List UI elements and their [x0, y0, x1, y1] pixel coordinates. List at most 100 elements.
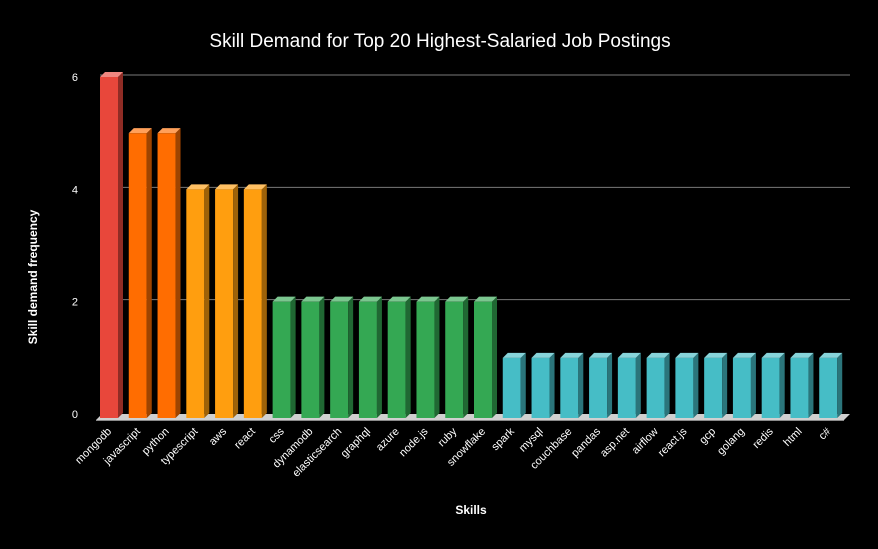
bar-side	[750, 352, 756, 418]
bar-top	[157, 128, 181, 134]
bar	[474, 296, 497, 418]
bar-side	[118, 72, 123, 418]
bar-front	[761, 357, 780, 418]
bar	[416, 296, 440, 418]
bar-side	[319, 296, 325, 418]
bar-front	[589, 357, 608, 418]
bar	[732, 352, 756, 418]
bar	[215, 184, 239, 418]
bar-top	[186, 184, 210, 190]
x-axis-label: Skills	[455, 503, 487, 517]
bar	[243, 184, 267, 418]
y-tick-label: 6	[72, 72, 78, 84]
bar-side	[693, 352, 699, 418]
bars	[100, 72, 843, 418]
bar	[560, 352, 584, 418]
bar	[157, 128, 181, 418]
bar	[272, 296, 296, 418]
bar-front	[531, 357, 550, 418]
bar-side	[578, 352, 584, 418]
bar-side	[549, 352, 555, 418]
bar-front	[272, 301, 291, 418]
bar	[445, 296, 469, 418]
bar-front	[330, 301, 349, 418]
bar	[128, 128, 152, 418]
floor-edge	[96, 420, 844, 421]
bar-side	[808, 352, 814, 418]
bar-front	[387, 301, 406, 418]
bar-front	[100, 77, 118, 418]
bar-front	[646, 357, 665, 418]
bar-front	[186, 189, 205, 418]
bar-side	[492, 296, 497, 418]
bar-front	[704, 357, 723, 418]
bar-side	[463, 296, 469, 418]
bar-side	[837, 352, 843, 418]
bar-top	[416, 296, 440, 302]
bar-side	[635, 352, 641, 418]
bar-front	[790, 357, 809, 418]
y-tick-label: 4	[72, 184, 78, 196]
bar	[100, 72, 123, 418]
bar	[761, 352, 785, 418]
bar-front	[243, 189, 262, 418]
bar-top	[675, 352, 699, 358]
bar	[589, 352, 613, 418]
bar-front	[502, 357, 521, 418]
bar-top	[732, 352, 756, 358]
bar-side	[204, 184, 210, 418]
bar-top	[272, 296, 296, 302]
bar-side	[434, 296, 440, 418]
bar	[301, 296, 325, 418]
bar	[819, 352, 843, 418]
y-axis-ticks: 0 2 4 6	[72, 72, 78, 421]
bar-top	[646, 352, 670, 358]
bar-side	[146, 128, 152, 418]
bar-top	[617, 352, 641, 358]
bar	[387, 296, 411, 418]
bar-front	[474, 301, 492, 418]
bar-side	[290, 296, 296, 418]
bar-side	[376, 296, 382, 418]
bar-front	[445, 301, 464, 418]
bar-top	[301, 296, 325, 302]
bar-front	[128, 133, 147, 418]
bar	[790, 352, 814, 418]
bar-top	[243, 184, 267, 190]
bar-top	[790, 352, 814, 358]
bar	[675, 352, 699, 418]
bar	[646, 352, 670, 418]
bar-top	[502, 352, 526, 358]
bar-front	[732, 357, 751, 418]
bar-side	[664, 352, 670, 418]
bar-side	[175, 128, 181, 418]
y-tick-label: 2	[72, 297, 78, 309]
bar	[502, 352, 526, 418]
bar-top	[560, 352, 584, 358]
bar-side	[722, 352, 728, 418]
bar-top	[819, 352, 843, 358]
bar-top	[761, 352, 785, 358]
bar-top	[128, 128, 152, 134]
bar-side	[233, 184, 239, 418]
bar	[531, 352, 555, 418]
bar-top	[531, 352, 555, 358]
bar-side	[779, 352, 785, 418]
bar-top	[330, 296, 354, 302]
bar-side	[405, 296, 411, 418]
bar-front	[215, 189, 234, 418]
bar-front	[617, 357, 636, 418]
bar-front	[819, 357, 838, 418]
bar	[617, 352, 641, 418]
bar-top	[100, 72, 123, 77]
chart-title: Skill Demand for Top 20 Highest-Salaried…	[209, 31, 670, 52]
bar-front	[358, 301, 377, 418]
bar-top	[387, 296, 411, 302]
bar-top	[704, 352, 728, 358]
y-axis-label: Skill demand frequency	[26, 209, 40, 344]
bar-side	[348, 296, 354, 418]
bar	[186, 184, 210, 418]
bar	[330, 296, 354, 418]
